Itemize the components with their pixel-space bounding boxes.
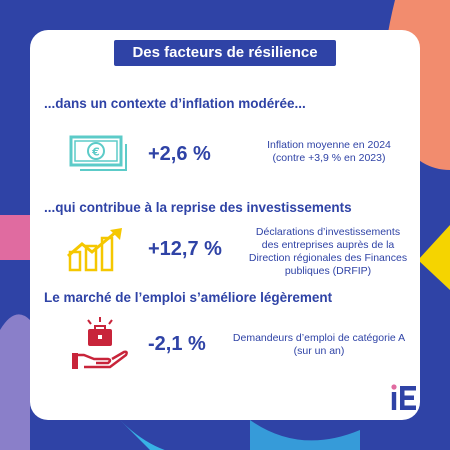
desc-line: (contre +3,9 % en 2023) xyxy=(272,152,386,164)
sky-arc xyxy=(120,420,230,450)
info-card: Des facteurs de résilience ...dans un co… xyxy=(30,30,420,420)
desc-line: (sur un an) xyxy=(293,345,345,357)
desc-employment: Demandeurs d’emploi de catégorie A (sur … xyxy=(226,332,412,358)
desc-line: publiques (DRFIP) xyxy=(284,265,372,277)
section-heading-employment: Le marché de l’emploi s’améliore légèrem… xyxy=(44,290,333,305)
desc-line: Demandeurs d’emploi de catégorie A xyxy=(232,332,406,344)
desc-inflation: Inflation moyenne en 2024 (contre +3,9 %… xyxy=(248,139,410,165)
logo xyxy=(388,382,422,412)
yellow-shape xyxy=(418,225,450,290)
svg-text:€: € xyxy=(91,146,100,159)
section-heading-investments: ...qui contribue à la reprise des invest… xyxy=(44,200,352,215)
ie-logo-icon xyxy=(391,384,416,410)
rising-bar-chart-icon xyxy=(67,228,122,272)
purple-shape xyxy=(0,314,30,450)
pink-shape xyxy=(0,215,30,260)
euro-banknote-icon: € xyxy=(69,135,127,171)
section-heading-inflation: ...dans un contexte d’inflation modérée.… xyxy=(44,96,306,111)
desc-investments: Déclarations d’investissements des entre… xyxy=(238,226,418,278)
title-banner: Des facteurs de résilience xyxy=(114,40,336,66)
briefcase-hand-icon xyxy=(72,317,128,369)
desc-line: Déclarations d’investissements xyxy=(255,226,401,238)
value-inflation: +2,6 % xyxy=(148,143,211,165)
desc-line: Inflation moyenne en 2024 xyxy=(267,139,391,151)
desc-line: Direction régionales des Finances xyxy=(248,252,408,264)
value-investments: +12,7 % xyxy=(148,238,222,260)
sky-arc-right xyxy=(250,420,360,450)
value-employment: -2,1 % xyxy=(148,333,206,355)
desc-line: des entreprises auprès de la xyxy=(261,239,395,251)
